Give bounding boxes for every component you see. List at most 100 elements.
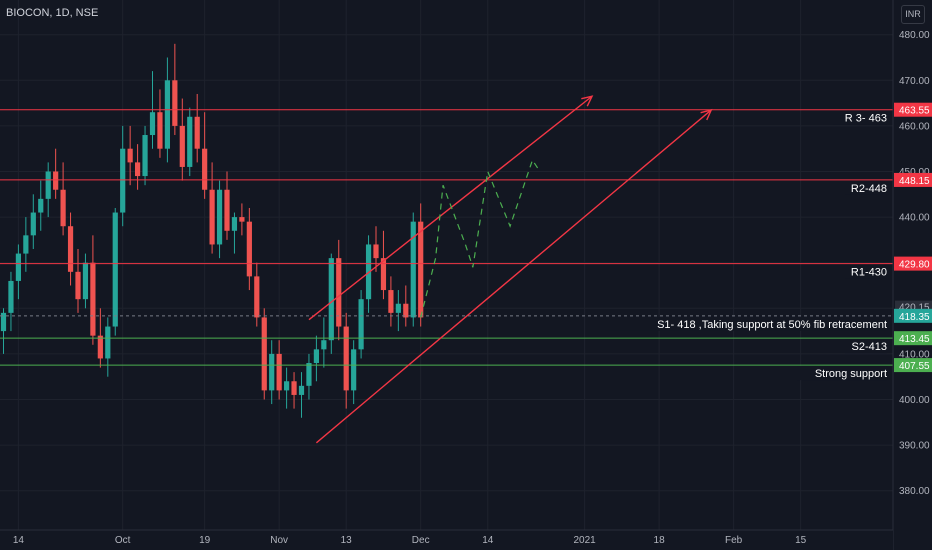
price-level-label: 407.55: [899, 361, 930, 372]
horizontal-levels[interactable]: [0, 109, 893, 366]
candle-down: [60, 189, 66, 227]
time-tick-label: 19: [199, 535, 211, 546]
candle-up: [321, 340, 327, 350]
candle-down: [172, 80, 178, 126]
candle-down: [261, 317, 267, 391]
candle-down: [194, 116, 200, 149]
time-tick-label: Feb: [725, 535, 743, 546]
candle-down: [418, 221, 424, 318]
candle-up: [164, 80, 170, 149]
time-tick-label: 18: [654, 535, 666, 546]
price-level-badge: [894, 102, 932, 117]
candle-down: [202, 148, 208, 190]
candle-up: [358, 299, 364, 350]
candle-up: [112, 212, 118, 327]
candle-up: [410, 221, 416, 318]
candle-down: [179, 125, 185, 167]
candle-down: [254, 276, 260, 318]
time-axis-background: [0, 530, 893, 550]
price-level-label: 418.35: [899, 312, 930, 323]
level-annotations: R 3- 463 R2-448 R1-430 S1- 418 ,Taking supp…: [605, 110, 887, 381]
candle-up: [105, 326, 111, 359]
channel-line: [315, 109, 712, 444]
level-annotation: S1- 418 ,Taking support at 50% fib retra…: [657, 319, 887, 331]
candle-down: [388, 290, 394, 313]
candle-up: [120, 148, 126, 213]
time-tick-label: 13: [341, 535, 353, 546]
candle-up: [0, 312, 7, 332]
candle-up: [45, 171, 51, 199]
candle-down: [403, 303, 409, 318]
trend-channel[interactable]: [308, 95, 713, 444]
candle-up: [313, 349, 319, 364]
candle-up: [23, 235, 29, 254]
level-annotation-bg: [845, 180, 887, 195]
level-annotation: S2-413: [852, 341, 887, 353]
channel-line: [308, 95, 593, 321]
candle-up: [351, 349, 357, 391]
candle-up: [306, 363, 312, 386]
level-annotation: R 3- 463: [845, 113, 887, 125]
channel-arrowhead: [581, 95, 594, 107]
candle-up: [231, 217, 238, 231]
time-tick-label: 14: [482, 535, 494, 546]
price-level-label: 413.45: [899, 334, 930, 345]
level-annotation: Strong support: [815, 368, 887, 380]
candle-down: [246, 221, 252, 277]
currency-badge[interactable]: INR: [901, 5, 925, 24]
symbol-title: BIOCON, 1D, NSE: [6, 7, 99, 19]
time-axis[interactable]: 14 Oct 19 Nov 13 Dec 14 2021 18 Feb 15: [0, 529, 893, 550]
candle-up: [187, 116, 193, 167]
price-level-badge: [894, 331, 932, 346]
price-tick-label: 450.00: [899, 167, 930, 178]
level-annotation-bg: [605, 316, 887, 331]
candle-down: [209, 189, 215, 245]
candle-up: [284, 381, 290, 391]
candle-up: [298, 385, 305, 395]
projection-path[interactable]: [420, 158, 541, 318]
candle-up: [30, 212, 36, 236]
price-tick-label: 480.00: [899, 30, 930, 41]
candle-up: [142, 135, 148, 177]
candle-up: [15, 253, 21, 281]
candle-up: [328, 258, 334, 341]
time-tick-label: 15: [795, 535, 807, 546]
price-tick-label: 460.00: [899, 121, 930, 132]
price-tick-label: 410.00: [899, 349, 930, 360]
price-level-label: 448.15: [899, 176, 930, 187]
time-tick-label: 2021: [573, 535, 596, 546]
level-annotation-bg: [845, 264, 887, 279]
candle-down: [127, 148, 133, 163]
price-level-badge: [894, 308, 932, 323]
level-annotation: R1-430: [851, 267, 887, 279]
level-annotation: R2-448: [851, 183, 887, 195]
partial-price-label: 420.15: [899, 303, 930, 314]
price-level-label: 463.55: [899, 106, 930, 117]
price-tick-label: 390.00: [899, 441, 930, 452]
candle-up: [38, 198, 44, 213]
price-level-badge: [894, 172, 932, 187]
candle-down: [157, 112, 163, 149]
candle-up: [149, 112, 156, 136]
candle-down: [75, 271, 81, 300]
price-level-badge: [894, 256, 932, 271]
price-tick-label: 380.00: [899, 486, 930, 497]
projection-dashed-line: [420, 158, 541, 318]
candle-up: [82, 262, 89, 300]
candle-down: [343, 326, 349, 391]
candle-down: [97, 335, 103, 359]
level-annotation-bg: [833, 110, 887, 125]
time-tick-label: Dec: [412, 535, 430, 546]
candle-down: [224, 189, 230, 231]
channel-arrowhead: [700, 108, 713, 121]
candle-down: [135, 162, 141, 177]
time-tick-label: Oct: [115, 535, 131, 546]
candle-up: [216, 189, 223, 245]
level-annotation-bg: [797, 366, 887, 381]
price-axis[interactable]: 380.00390.00400.00410.00420.00430.00440.…: [892, 0, 932, 550]
candle-down: [53, 171, 59, 190]
candle-down: [67, 226, 74, 272]
candle-down: [291, 381, 297, 395]
candle-down: [373, 244, 379, 259]
